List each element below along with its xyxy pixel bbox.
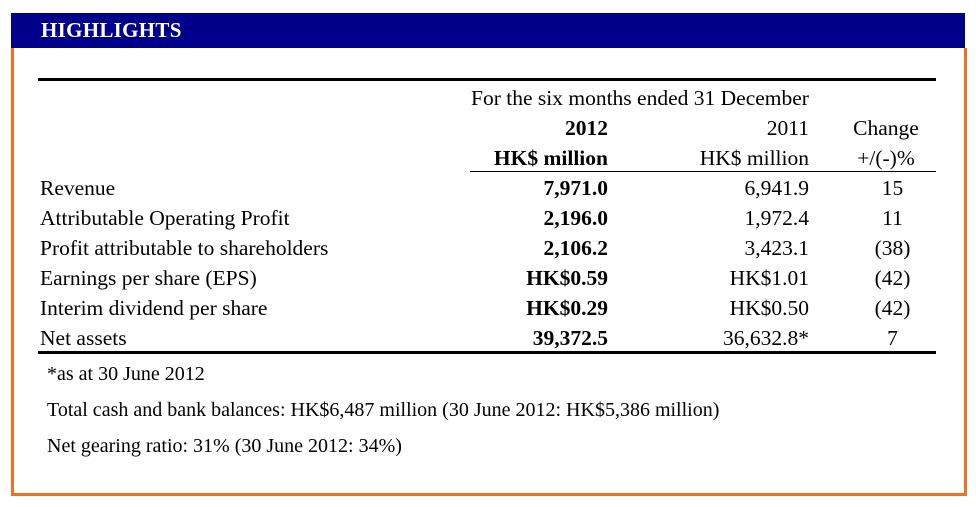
row-label: Profit attributable to shareholders — [40, 236, 329, 260]
row-label: Revenue — [40, 176, 116, 200]
row-value-2011: 1,972.4 — [744, 206, 810, 230]
row-label: Attributable Operating Profit — [40, 206, 290, 230]
table-bottom-rule — [38, 351, 936, 354]
col-2011-year: 2011 — [766, 116, 809, 140]
row-value-2011: 3,423.1 — [744, 236, 810, 260]
cash-balance-note: Total cash and bank balances: HK$6,487 m… — [47, 399, 720, 421]
row-value-2012: 2,196.0 — [543, 206, 609, 230]
row-change: (42) — [874, 266, 911, 290]
row-change: 11 — [882, 206, 903, 230]
header-underline — [470, 171, 936, 172]
row-value-2012: HK$0.59 — [526, 266, 608, 290]
footnote: *as at 30 June 2012 — [47, 363, 205, 385]
row-label: Interim dividend per share — [40, 296, 268, 320]
highlights-header: HIGHLIGHTS — [11, 13, 965, 48]
col-2011-unit: HK$ million — [699, 146, 809, 170]
row-value-2012: 7,971.0 — [543, 176, 609, 200]
table-top-rule — [38, 78, 936, 81]
col-2012-year: 2012 — [565, 116, 608, 140]
col-2012-unit: HK$ million — [493, 146, 608, 170]
row-label: Net assets — [40, 326, 127, 350]
row-label: Earnings per share (EPS) — [40, 266, 257, 290]
row-change: (38) — [874, 236, 911, 260]
row-value-2011: 6,941.9 — [744, 176, 810, 200]
row-value-2012: HK$0.29 — [526, 296, 608, 320]
gearing-ratio-note: Net gearing ratio: 31% (30 June 2012: 34… — [47, 435, 402, 457]
row-value-2011: HK$0.50 — [729, 296, 809, 320]
row-change: 15 — [881, 176, 904, 200]
row-change: (42) — [874, 296, 911, 320]
row-change: 7 — [887, 326, 898, 350]
row-value-2011: 36,632.8* — [723, 326, 809, 350]
row-value-2012: 39,372.5 — [532, 326, 608, 350]
period-heading: For the six months ended 31 December — [471, 86, 809, 110]
col-change-heading: Change — [853, 116, 919, 140]
section-title: HIGHLIGHTS — [41, 18, 182, 42]
col-change-unit: +/(-)% — [857, 146, 915, 170]
row-value-2011: HK$1.01 — [729, 266, 809, 290]
row-value-2012: 2,106.2 — [543, 236, 609, 260]
highlights-frame — [11, 48, 967, 496]
